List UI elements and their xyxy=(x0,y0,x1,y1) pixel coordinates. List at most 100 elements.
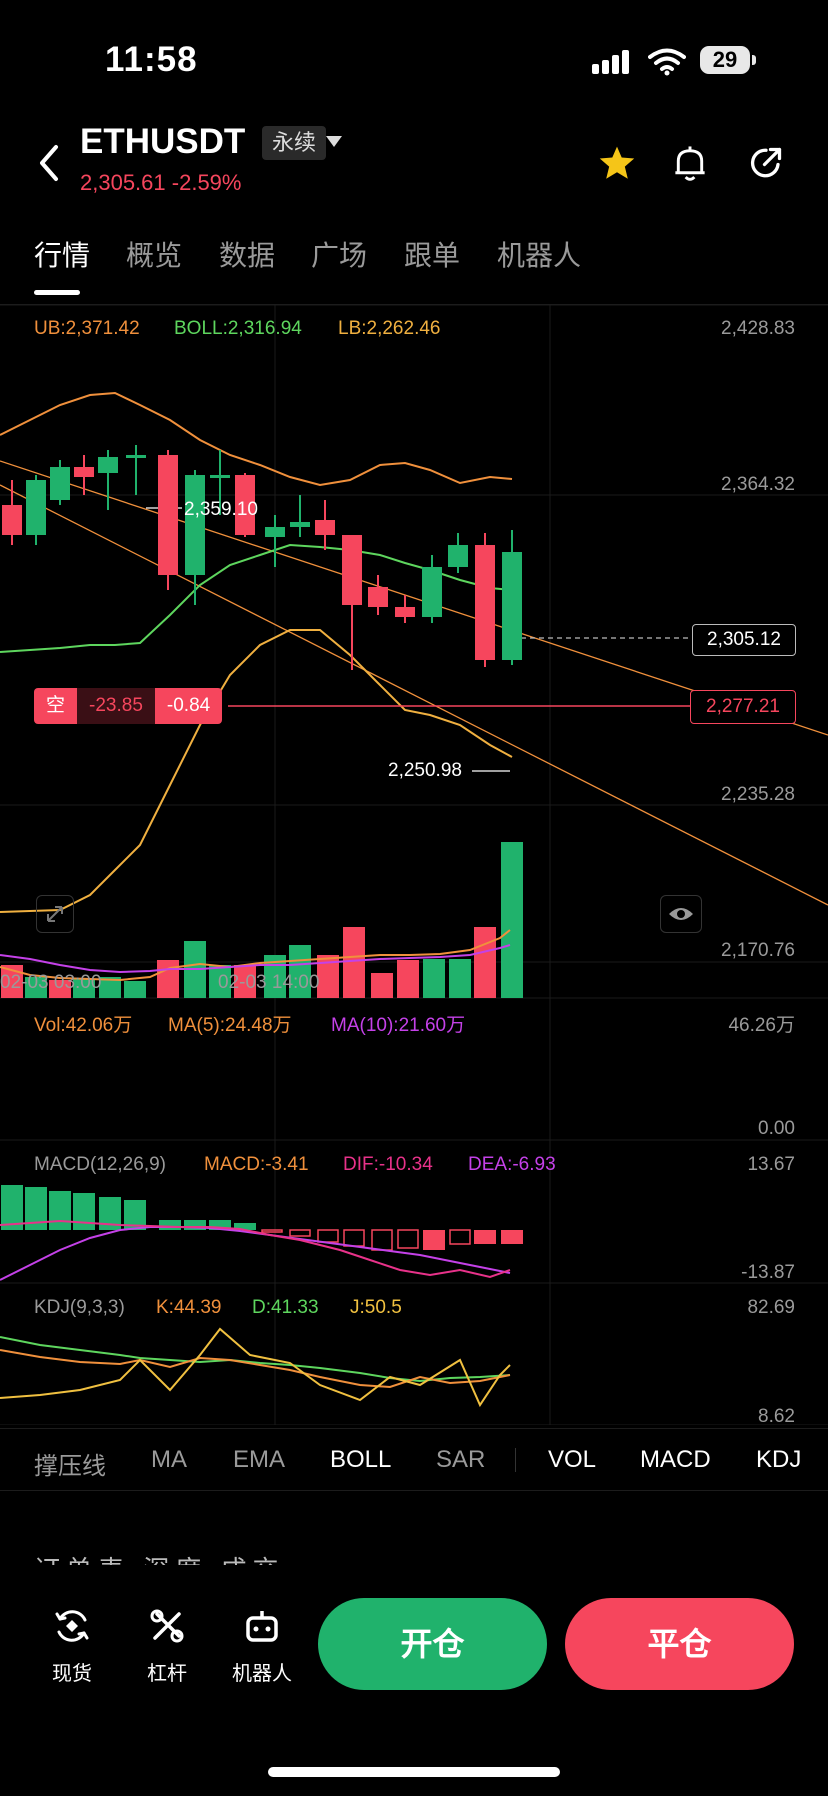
kline-chart[interactable] xyxy=(0,305,828,1425)
volume-bar xyxy=(209,965,231,998)
header-price: 2,305.61 -2.59% xyxy=(80,170,241,196)
last-price: 2,305.61 xyxy=(80,170,166,195)
macd-value: MACD:-3.41 xyxy=(204,1154,309,1175)
candle-body xyxy=(315,520,335,535)
macd-bar xyxy=(501,1230,523,1244)
tab-market[interactable]: 行情 xyxy=(34,240,91,271)
tab-copy-trade[interactable]: 跟单 xyxy=(404,240,461,271)
volume-bar xyxy=(234,965,256,998)
y-tick: 2,428.83 xyxy=(721,318,795,339)
boll-ub: UB:2,371.42 xyxy=(34,318,140,339)
wifi-icon xyxy=(648,48,686,76)
macd-bar xyxy=(317,1229,339,1243)
indicator-macd[interactable]: MACD xyxy=(640,1446,711,1473)
macd-bar xyxy=(423,1230,445,1250)
share-icon[interactable] xyxy=(748,145,784,181)
position-label[interactable]: 空 -23.85 -0.84 xyxy=(34,688,223,724)
candle-body xyxy=(422,567,442,617)
position-pct: -0.84 xyxy=(154,688,223,724)
volume-bar xyxy=(501,842,523,998)
indicator-ma[interactable]: MA xyxy=(151,1446,187,1473)
macd-bar xyxy=(49,1191,71,1230)
candle-body xyxy=(26,480,46,535)
macd-bar xyxy=(99,1197,121,1230)
nav-spot-label: 现货 xyxy=(52,1663,92,1685)
macd-bar xyxy=(449,1229,471,1245)
tab-data[interactable]: 数据 xyxy=(219,240,276,271)
macd-bar xyxy=(371,1229,393,1251)
indicator-separator xyxy=(515,1448,516,1472)
spot-icon xyxy=(55,1610,89,1642)
y-tick: 2,235.28 xyxy=(721,784,795,805)
nav-spot[interactable]: 现货 xyxy=(32,1606,112,1686)
volume-bar xyxy=(99,977,121,998)
macd-bar xyxy=(1,1185,23,1230)
position-price-tag: 2,277.21 xyxy=(690,690,796,724)
battery-tip xyxy=(752,55,756,65)
indicator-boll[interactable]: BOLL xyxy=(330,1446,392,1473)
x-tick: 02-03 03:00 xyxy=(0,972,102,993)
candle-body xyxy=(98,457,118,473)
nav-bot-label: 机器人 xyxy=(232,1663,292,1685)
macd-top: 13.67 xyxy=(747,1154,795,1175)
symbol-title[interactable]: ETHUSDT xyxy=(80,122,246,161)
star-icon[interactable] xyxy=(598,145,636,181)
macd-bar xyxy=(261,1229,283,1233)
current-price-tag: 2,305.12 xyxy=(692,624,796,656)
volume-bar xyxy=(49,980,71,998)
contract-type-badge: 永续 xyxy=(262,126,327,160)
x-tick: 02-03 14:00 xyxy=(218,972,320,993)
close-position-button[interactable]: 平仓 xyxy=(565,1598,794,1690)
y-tick: 2,364.32 xyxy=(721,474,795,495)
macd-bar xyxy=(397,1229,419,1249)
chevron-down-icon[interactable] xyxy=(326,136,342,147)
kdj-d: D:41.33 xyxy=(252,1297,319,1318)
tab-overview[interactable]: 概览 xyxy=(126,240,183,271)
nav-bot[interactable]: 机器人 xyxy=(222,1606,302,1686)
candle-body xyxy=(50,467,70,500)
candle-body xyxy=(158,455,178,575)
indicator-support[interactable]: 撑压线 xyxy=(34,1453,106,1480)
macd-bar xyxy=(343,1229,365,1247)
boll-lb: LB:2,262.46 xyxy=(338,318,441,339)
tab-bots[interactable]: 机器人 xyxy=(497,240,582,271)
indicator-sar[interactable]: SAR xyxy=(436,1446,486,1473)
vol-bottom: 0.00 xyxy=(758,1118,795,1139)
battery-icon: 29 xyxy=(700,46,750,74)
candle-body xyxy=(395,607,415,617)
expand-icon[interactable] xyxy=(36,895,74,933)
volume-bar xyxy=(157,960,179,998)
home-indicator xyxy=(268,1767,560,1777)
robot-icon xyxy=(246,1611,278,1642)
candle-body xyxy=(265,527,285,537)
eye-icon[interactable] xyxy=(660,895,702,933)
macd-bar xyxy=(25,1187,47,1230)
tab-square[interactable]: 广场 xyxy=(311,240,368,271)
macd-bar xyxy=(234,1223,256,1230)
price-change: -2.59% xyxy=(171,170,242,195)
candle-body xyxy=(502,552,522,660)
indicator-ema[interactable]: EMA xyxy=(233,1446,286,1473)
macd-bar xyxy=(159,1220,181,1230)
macd-bar xyxy=(73,1193,95,1230)
vol-top: 46.26万 xyxy=(728,1015,795,1036)
boll-mid: BOLL:2,316.94 xyxy=(174,318,302,339)
indicator-kdj[interactable]: KDJ xyxy=(756,1446,802,1473)
volume-bar xyxy=(397,960,419,998)
macd-dea: DEA:-6.93 xyxy=(468,1154,556,1175)
kdj-title: KDJ(9,3,3) xyxy=(34,1297,125,1318)
nav-margin[interactable]: 杠杆 xyxy=(127,1606,207,1686)
candle-body xyxy=(210,475,230,478)
open-position-button[interactable]: 开仓 xyxy=(318,1598,547,1690)
candle-body xyxy=(126,455,146,458)
kdj-k: K:44.39 xyxy=(156,1297,222,1318)
back-arrow-icon[interactable] xyxy=(30,143,70,183)
kdj-top: 82.69 xyxy=(747,1297,795,1318)
indicator-vol[interactable]: VOL xyxy=(548,1446,597,1473)
kdj-bottom: 8.62 xyxy=(758,1406,795,1427)
bell-icon[interactable] xyxy=(672,145,708,183)
vol-value: Vol:42.06万 xyxy=(34,1015,133,1036)
kdj-j: J:50.5 xyxy=(350,1297,402,1318)
y-tick: 2,170.76 xyxy=(721,940,795,961)
volume-bar xyxy=(124,981,146,998)
